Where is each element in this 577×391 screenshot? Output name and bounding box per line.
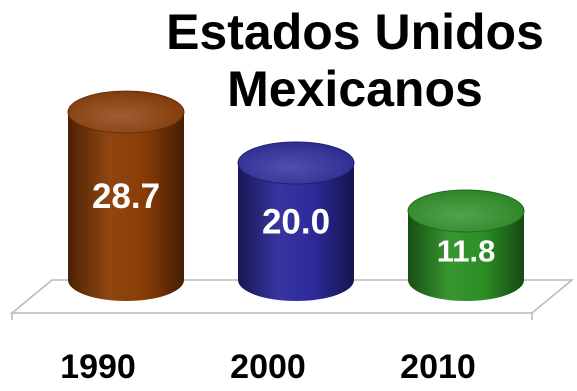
bar-top [67, 90, 185, 134]
value-label-1990: 28.7 [92, 177, 160, 216]
tick-label-2000: 2000 [230, 348, 306, 386]
chart-title-line-2: Mexicanos [227, 61, 483, 117]
chart-title: Estados Unidos Mexicanos [140, 4, 570, 118]
value-label-2010: 11.8 [437, 233, 496, 268]
x-axis-tick-labels: 1990 2000 2010 [60, 348, 476, 386]
tick-label-2010: 2010 [400, 348, 476, 386]
bar-1990 [67, 90, 185, 301]
bar-body [408, 210, 524, 301]
value-labels: 28.7 20.0 11.8 [92, 177, 495, 268]
tick-label-1990: 1990 [60, 348, 136, 386]
bar-2010 [407, 189, 525, 301]
bar-top [237, 141, 355, 185]
bars [67, 90, 525, 301]
value-label-2000: 20.0 [262, 203, 330, 242]
bar-top [407, 189, 525, 233]
bar-2000 [237, 141, 355, 301]
bar-body [68, 112, 184, 301]
bar-body [238, 163, 354, 301]
chart-title-line-1: Estados Unidos [166, 4, 544, 60]
